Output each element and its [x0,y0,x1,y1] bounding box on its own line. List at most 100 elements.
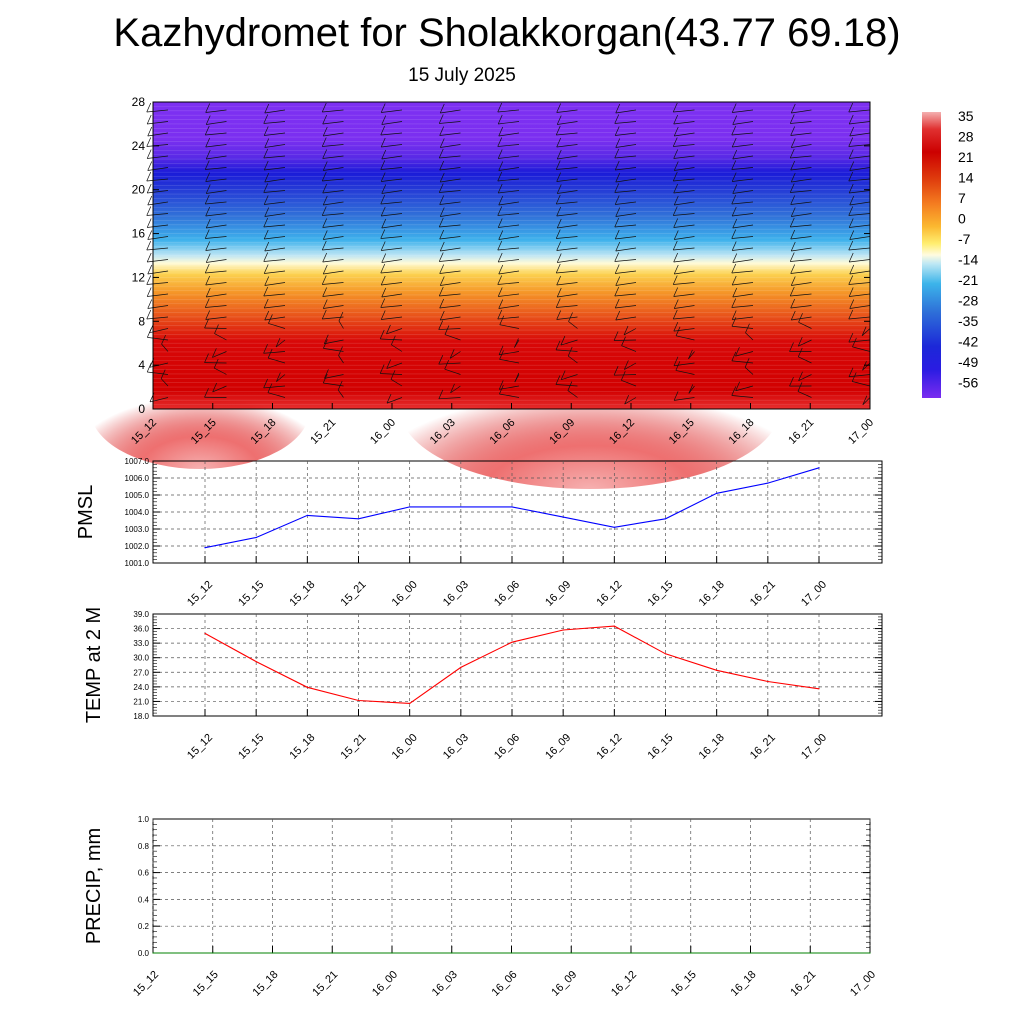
wind-barb-shaft [673,328,695,332]
wind-barb-shaft [614,121,637,124]
wind-barb-flag [381,253,387,263]
wind-barb-flag [790,195,796,205]
wind-barb-flag [673,114,679,125]
wind-barb-flag [205,137,211,148]
wind-barb-flag [497,206,503,216]
wind-barb-shaft [790,132,812,136]
wind-barb-flag [848,137,854,147]
wind-barb-shaft [557,224,578,229]
data-point [409,702,411,704]
x-tick-label: 15_15 [236,579,266,609]
wind-barb-shaft [205,167,227,170]
colorbar-bar [922,112,941,398]
wind-barb-shaft [147,121,169,125]
wind-barb-shaft [790,190,812,193]
y-tick-label: 0.4 [138,895,150,904]
wind-barb-shaft [615,247,637,252]
wind-barb-shaft [673,224,695,228]
wind-barb-flag [556,172,562,182]
x-tick-label: 16_03 [441,579,471,609]
data-point [570,952,572,954]
wind-barb-shaft [615,167,637,171]
wind-barb-shaft [323,348,344,352]
wind-barb-flag [204,318,209,329]
wind-barb-shaft [147,371,169,375]
wind-barb-shaft [439,121,461,124]
wind-barb-flag [439,160,445,171]
wind-barb-flag [381,218,387,229]
wind-barb-flag [849,161,855,171]
x-tick-label: 16_12 [609,969,639,999]
wind-barb-flag [560,335,566,346]
y-tick-label: 1002.0 [125,542,150,551]
wind-barb-shaft [790,270,812,274]
wind-barb-flag [790,126,796,136]
wind-barb-flag [497,149,503,159]
wind-barb-flag [615,310,621,321]
wind-barb-flag [380,275,386,286]
wind-barb-flag [146,240,152,251]
wind-barb-shaft [674,270,695,275]
wind-barb-flag [497,102,503,113]
data-point [749,952,752,954]
x-tick-label: 15_18 [287,579,317,609]
wind-barb-flag [146,206,152,216]
wind-barb-shaft [324,339,344,345]
wind-barb-flag [146,183,152,194]
wind-barb-flag [321,206,327,216]
wind-barb-shaft [673,213,695,216]
wind-barb-flag [688,349,693,360]
wind-barb-flag [556,253,562,263]
data-point [511,506,513,508]
wind-barb-shaft [205,213,227,217]
y-tick-label: 0.0 [138,949,150,958]
wind-barb-flag [263,126,269,136]
wind-barb-shaft [556,167,578,170]
wind-barb-shaft [147,259,169,263]
wind-barb-flag [338,311,344,322]
wind-barb-flag [204,194,210,205]
wind-barb-shaft [849,167,871,171]
wind-barb-flag [498,230,504,240]
wind-barb-flag [789,217,795,228]
wind-barb-shaft [322,282,344,285]
wind-barb-shaft [861,328,871,336]
wind-barb-shaft [797,391,812,398]
wind-barb-flag [848,332,854,343]
wind-barb-shaft [386,397,403,404]
wind-barb-flag [735,346,740,357]
chart-title: Kazhydromet for Sholakkorgan(43.77 69.18… [113,11,901,55]
data-point [460,506,462,508]
y-tick-label: 36.0 [133,625,149,634]
wind-barb-flag [381,149,387,160]
wind-barb-shaft [147,270,169,275]
wind-barb-shaft [499,359,520,364]
x-tick-label: 17_00 [799,732,829,762]
wind-barb-shaft [614,155,637,159]
wind-barb-flag [263,286,269,297]
wind-barb-flag [731,194,737,205]
wind-barb-shaft [791,316,812,321]
wind-barb-shaft [556,144,578,148]
wind-barb-flag [439,229,445,240]
wind-barb-shaft [556,213,578,217]
wind-barb-shaft [146,282,169,285]
wind-barb-shaft [381,190,403,194]
x-tick-label: 15_18 [251,969,281,999]
wind-barb-flag [381,184,387,194]
wind-barb-flag [321,240,327,251]
data-point [306,514,308,517]
wind-barb-flag [147,126,153,137]
wind-barb-flag [322,299,328,309]
wind-barb-flag [146,149,152,159]
wind-barb-shaft [498,305,520,309]
colorbar-label: -21 [958,272,978,288]
wind-barb-shaft [614,190,637,193]
wind-barb-flag [789,148,795,159]
wind-barb-shaft [263,293,286,297]
data-point [664,518,667,520]
wind-barb-shaft [561,374,578,380]
wind-barb-shaft [798,321,812,329]
wind-barb-shaft [732,155,754,160]
data-point [204,632,206,635]
